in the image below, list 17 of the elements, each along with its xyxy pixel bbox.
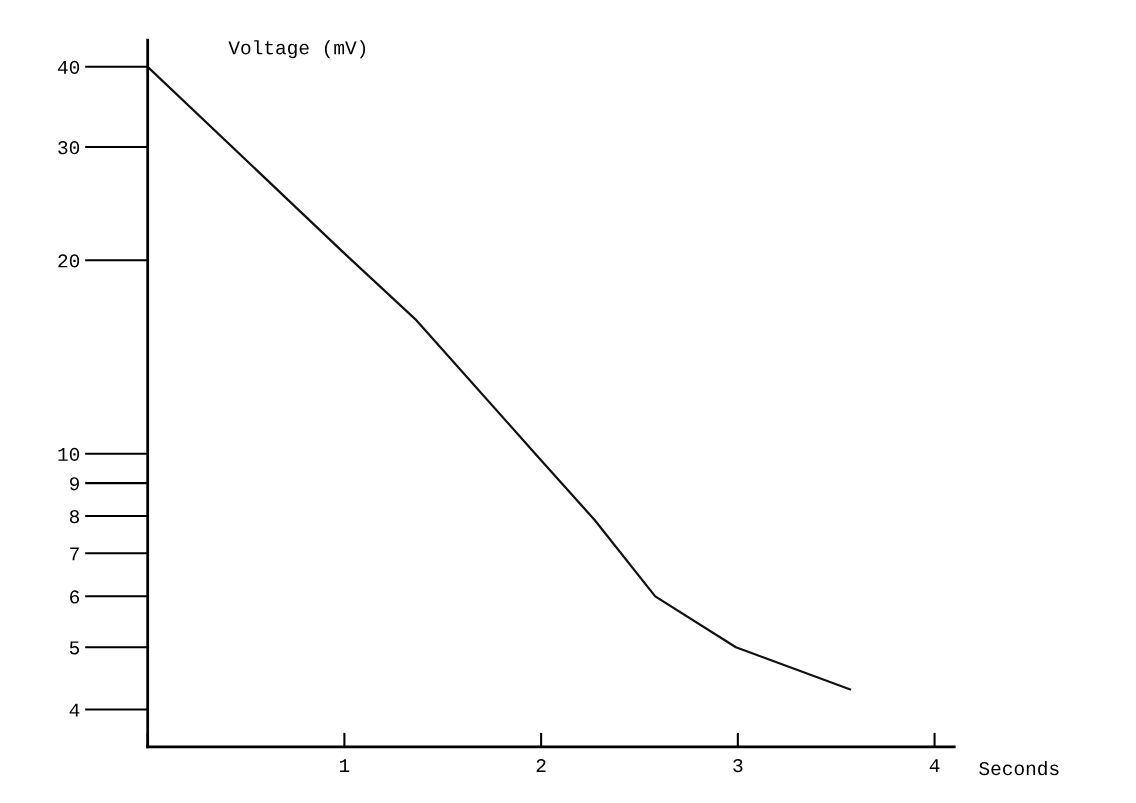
y-tick-label: 20 xyxy=(58,254,80,268)
x-tick-label: 1 xyxy=(339,759,350,772)
y-axis-title: Voltage (mV) xyxy=(228,40,366,59)
x-tick-label: 2 xyxy=(536,758,546,772)
y-tick-label: 4 xyxy=(69,703,80,717)
y-tick-label: 10 xyxy=(58,447,80,461)
y-tick-label: 8 xyxy=(69,510,80,524)
line-series xyxy=(147,65,852,691)
y-tick-label: 30 xyxy=(58,141,80,155)
x-axis-title: Seconds xyxy=(979,760,1059,776)
x-tick-label: 3 xyxy=(733,758,743,773)
y-tick-label: 6 xyxy=(70,590,80,604)
x-tick-label: 4 xyxy=(929,759,940,772)
y-tick-label: 40 xyxy=(57,60,80,74)
y-tick-label: 9 xyxy=(69,477,79,491)
y-tick-label: 7 xyxy=(70,547,79,561)
y-tick-label: 5 xyxy=(69,641,80,655)
